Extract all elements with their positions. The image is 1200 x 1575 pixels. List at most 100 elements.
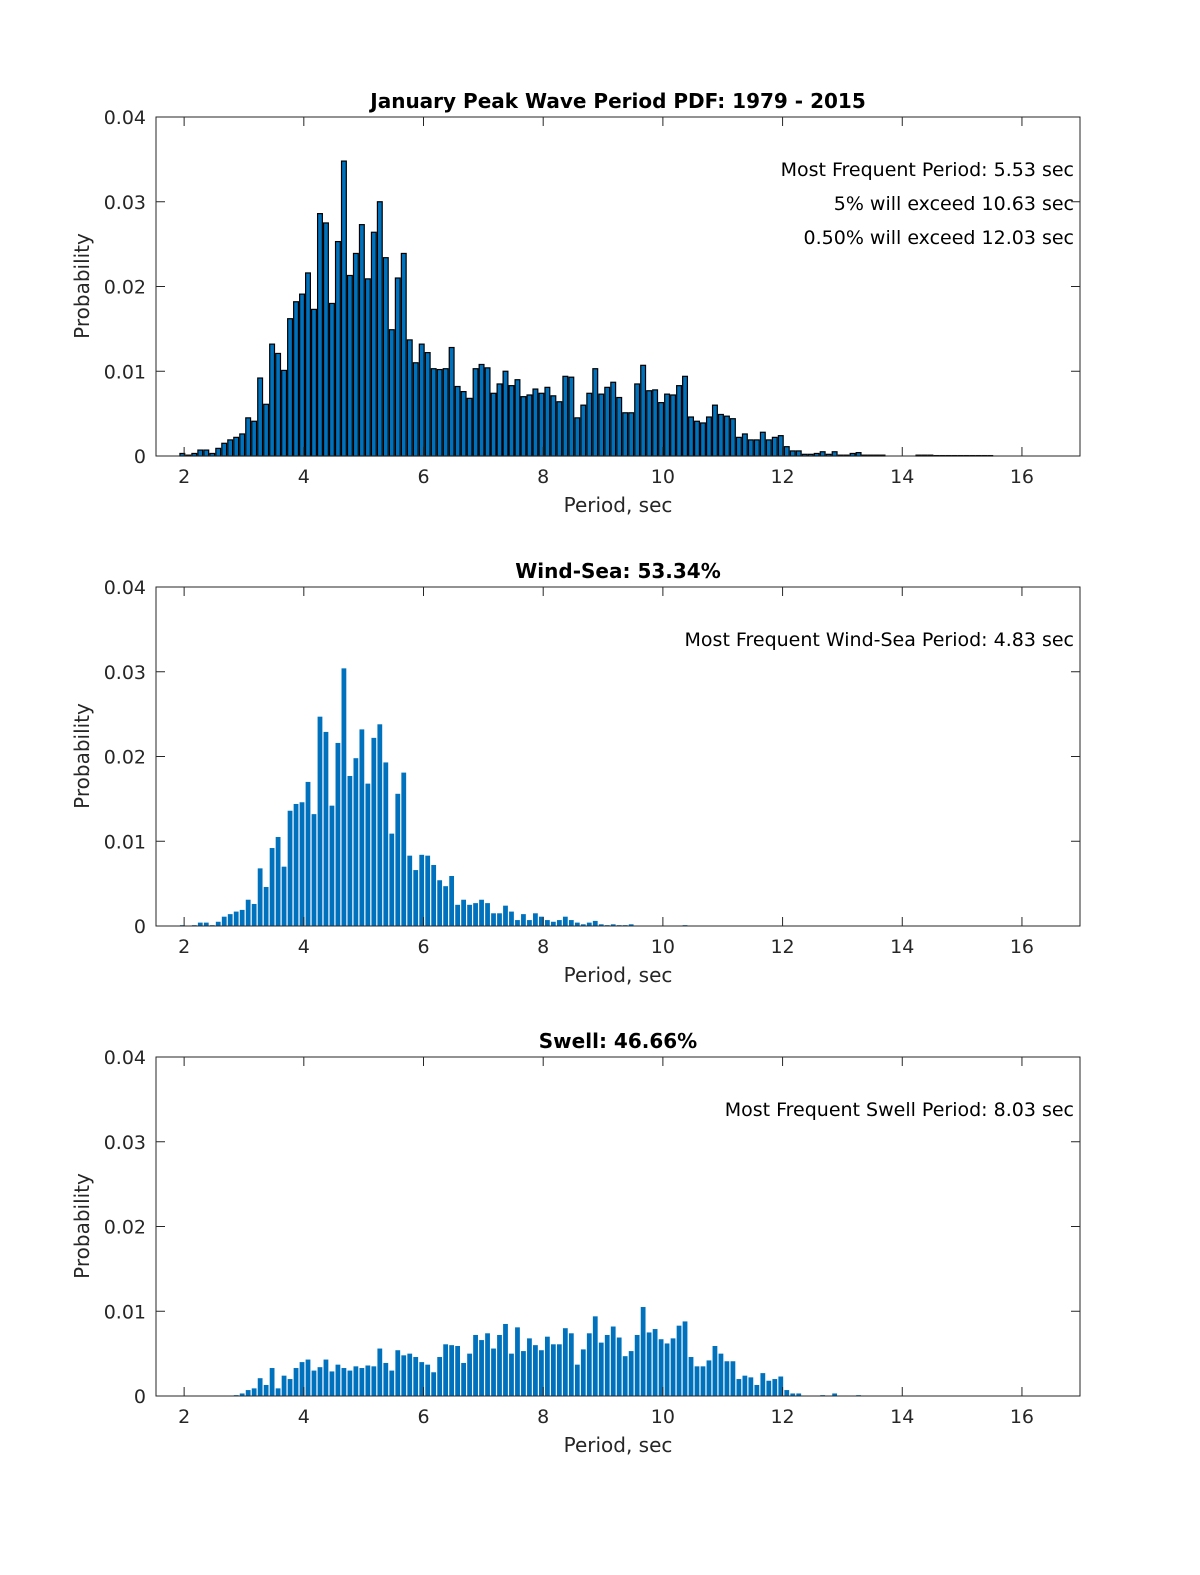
bar — [832, 1393, 838, 1396]
bar — [257, 1378, 263, 1396]
bar — [455, 904, 461, 926]
bar — [239, 909, 245, 926]
x-tick-label: 8 — [537, 1406, 549, 1428]
bar — [473, 1334, 478, 1396]
bar — [370, 231, 377, 457]
bar — [658, 1339, 664, 1396]
bar — [479, 899, 484, 926]
bar — [515, 1327, 520, 1396]
bar — [765, 439, 772, 457]
bar — [771, 436, 778, 457]
x-tick-label: 8 — [537, 936, 549, 958]
bar — [550, 395, 557, 457]
bar — [748, 1377, 754, 1396]
bar — [287, 1379, 293, 1396]
bar — [376, 201, 383, 457]
y-tick-label: 0.02 — [104, 1217, 146, 1239]
bar — [580, 1349, 586, 1396]
bar — [281, 369, 288, 457]
bar — [473, 903, 478, 926]
bar — [431, 1372, 437, 1396]
bar — [568, 376, 575, 457]
bar — [586, 392, 593, 457]
x-tick-label: 10 — [651, 1406, 675, 1428]
bar — [293, 803, 299, 926]
bar — [395, 793, 401, 926]
bar — [855, 452, 862, 457]
x-tick-label: 2 — [178, 466, 190, 488]
bar — [239, 433, 246, 457]
bar — [497, 1334, 502, 1396]
bar — [215, 447, 222, 457]
bar — [664, 393, 671, 457]
bar — [789, 450, 796, 457]
y-tick-label: 0 — [134, 916, 146, 938]
bar — [574, 417, 581, 457]
bar — [539, 1350, 544, 1396]
bar — [712, 1346, 718, 1396]
bar — [377, 1348, 383, 1396]
x-tick-label: 10 — [651, 466, 675, 488]
bar — [347, 1370, 353, 1396]
chart-title: Swell: 46.66% — [539, 1029, 697, 1053]
annotation-5pct-exceed: 5% will exceed 10.63 sec — [834, 193, 1074, 215]
bar — [533, 1345, 538, 1396]
bar — [718, 1353, 724, 1397]
bar — [634, 383, 641, 457]
bar — [245, 1390, 251, 1396]
bar — [395, 1350, 401, 1396]
bar — [736, 1379, 742, 1396]
bar — [412, 362, 419, 457]
bar — [729, 418, 736, 457]
bar — [299, 1362, 305, 1396]
bar — [467, 904, 472, 926]
bar — [760, 1373, 766, 1396]
bar — [819, 451, 826, 457]
bar — [544, 920, 550, 926]
bar — [263, 887, 269, 926]
bar — [311, 814, 317, 926]
bar — [747, 439, 754, 457]
bar — [305, 781, 311, 926]
x-tick-label: 14 — [890, 1406, 914, 1428]
bar — [461, 899, 466, 926]
bar — [251, 420, 258, 457]
bar — [490, 392, 497, 457]
bar — [425, 1364, 431, 1396]
bar — [705, 416, 712, 457]
bar — [257, 377, 264, 457]
y-tick-label: 0.04 — [104, 107, 146, 129]
y-tick-label: 0.01 — [104, 1301, 146, 1323]
bar — [323, 731, 329, 926]
bar — [670, 394, 677, 457]
x-tick-label: 12 — [770, 466, 794, 488]
bar — [509, 911, 514, 926]
bar — [364, 278, 371, 457]
panel-wind-sea: 2 4 6 8 10 12 14 16 0 0.01 0.02 0.03 0.04 Wind-Sea: 5… — [70, 559, 1081, 987]
bar — [461, 1362, 466, 1396]
bar — [359, 729, 365, 926]
bar — [389, 833, 395, 926]
x-axis-label: Period, sec — [564, 493, 673, 517]
bar — [299, 802, 305, 926]
y-axis-label: Probability — [70, 1173, 94, 1279]
bar — [227, 439, 234, 457]
bar — [544, 386, 551, 457]
bar — [688, 416, 695, 457]
bars — [233, 1307, 861, 1397]
x-tick-label: 8 — [537, 466, 549, 488]
bar — [526, 394, 533, 457]
annotation-most-frequent: Most Frequent Period: 5.53 sec — [781, 159, 1074, 181]
y-tick-label: 0.04 — [104, 1047, 146, 1069]
bar — [347, 775, 353, 926]
bar — [293, 1368, 299, 1396]
x-tick-label: 4 — [298, 466, 310, 488]
bar — [340, 160, 347, 457]
x-tick-label: 10 — [651, 936, 675, 958]
bar — [419, 1362, 425, 1396]
bar — [221, 442, 228, 457]
bar — [263, 403, 270, 457]
x-tick-label: 14 — [890, 936, 914, 958]
bar — [449, 1345, 455, 1396]
